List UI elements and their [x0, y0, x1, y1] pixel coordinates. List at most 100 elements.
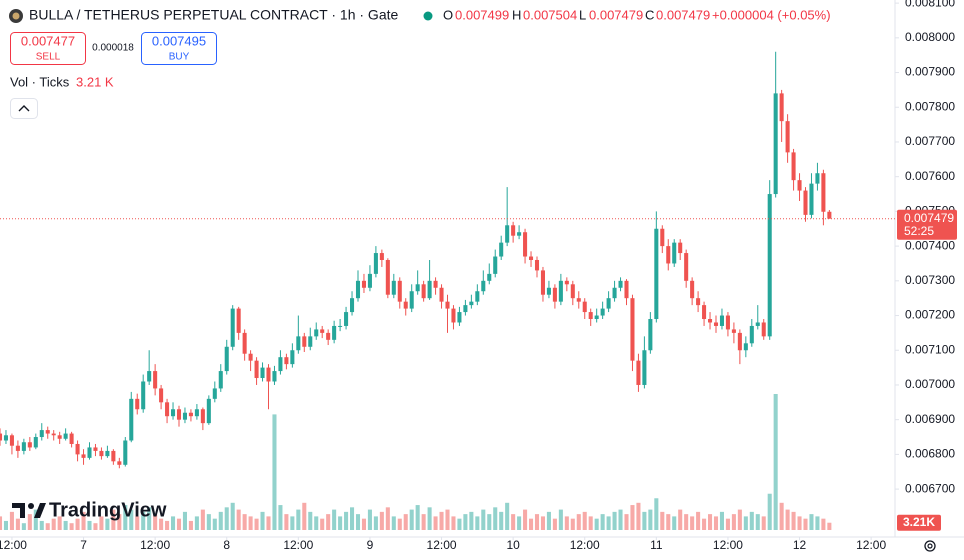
buy-label: BUY: [169, 52, 190, 63]
volume-bar: [511, 514, 516, 530]
candle-body: [99, 450, 104, 457]
y-tick-label: 0.007600: [905, 169, 955, 183]
volume-bar: [135, 516, 140, 530]
volume-bar: [278, 505, 283, 530]
volume-bar: [755, 514, 760, 530]
volume-bar: [696, 511, 701, 530]
volume-bar: [69, 523, 74, 530]
candle-body: [379, 253, 384, 260]
candle-body: [141, 381, 146, 410]
volume-bar: [678, 509, 683, 530]
buy-price: 0.007495: [152, 33, 206, 48]
volume-bar: [600, 514, 605, 530]
symbol-icon-inner: [12, 12, 20, 20]
y-tick-label: 0.007800: [905, 99, 955, 113]
y-tick-label: 0.007100: [905, 342, 955, 356]
candle-body: [266, 367, 271, 382]
volume-bar: [51, 518, 56, 530]
y-tick-label: 0.006900: [905, 412, 955, 426]
volume-bar: [391, 516, 396, 530]
candle-body: [57, 435, 62, 439]
candle-body: [737, 332, 742, 351]
volume-bar: [230, 502, 235, 530]
settings-icon[interactable]: [924, 540, 936, 552]
candle-body: [338, 325, 343, 327]
candle-body: [230, 308, 235, 347]
volume-bar: [737, 509, 742, 530]
candle-body: [182, 412, 187, 420]
volume-bar: [636, 502, 641, 530]
legend-high: 0.007504: [523, 7, 577, 22]
volume-label: 3.21K: [903, 515, 935, 529]
candle-body: [272, 371, 277, 382]
collapse-icon: [18, 105, 30, 112]
candle-body: [206, 398, 211, 424]
candle-body: [93, 447, 98, 451]
y-tick-label: 0.008100: [905, 0, 955, 9]
candle-body: [570, 284, 575, 299]
candle-body: [696, 298, 701, 306]
volume-bar: [708, 514, 713, 530]
x-tick-label: 11: [650, 538, 663, 552]
volume-bar: [361, 518, 366, 530]
sell-button[interactable]: [10, 32, 86, 65]
volume-bar: [582, 511, 587, 530]
candle-body: [326, 332, 331, 340]
volume-bar: [260, 511, 265, 530]
volume-bar: [129, 509, 134, 530]
volume-bar: [618, 509, 623, 530]
volume-bar: [206, 514, 211, 530]
volume-bar: [415, 505, 420, 530]
volume-bar: [773, 394, 778, 530]
volume-bar: [552, 518, 557, 530]
volume-bar: [290, 516, 295, 530]
collapse-button[interactable]: [10, 98, 38, 119]
volume-bar: [588, 516, 593, 530]
candle-body: [463, 305, 468, 313]
candle-body: [51, 433, 56, 436]
volume-legend-label: Vol · Ticks: [10, 74, 70, 89]
candle-body: [576, 298, 581, 302]
volume-bar: [93, 523, 98, 530]
candle-body: [749, 325, 754, 344]
candle-body: [302, 336, 307, 347]
candle-body: [33, 437, 38, 448]
y-tick-label: 0.006800: [905, 447, 955, 461]
y-tick-label: 0.007300: [905, 273, 955, 287]
volume-bar: [284, 514, 289, 530]
candle-body: [385, 259, 390, 295]
candle-body: [409, 291, 414, 309]
volume-bar: [749, 511, 754, 530]
buy-button[interactable]: [141, 32, 217, 65]
candle-body: [200, 409, 205, 424]
y-tick-label: 0.006700: [905, 481, 955, 495]
candle-body: [9, 435, 14, 446]
volume-bar: [534, 514, 540, 530]
plot-area: [0, 51, 832, 530]
volume-bar: [475, 516, 480, 530]
candle-body: [355, 280, 361, 299]
volume-bar: [350, 507, 355, 530]
candle-body: [511, 225, 516, 236]
candle-body: [117, 461, 122, 465]
volume-bar: [159, 518, 164, 530]
candle-body: [445, 301, 450, 309]
candle-body: [367, 273, 372, 288]
volume-bar: [451, 516, 456, 530]
volume-bar: [505, 502, 510, 530]
candle-body: [779, 93, 784, 122]
candle-body: [731, 329, 736, 333]
y-tick-label: 0.008000: [905, 30, 955, 44]
candle-body: [743, 343, 748, 351]
candle-body: [3, 435, 8, 441]
legend-high-label: H: [512, 7, 521, 22]
volume-bar: [0, 516, 3, 530]
candle-body: [63, 433, 68, 439]
candle-body: [493, 256, 498, 274]
candle-body: [391, 280, 396, 295]
volume-bar: [397, 518, 402, 530]
candle-body: [75, 443, 80, 455]
volume-bar: [385, 507, 390, 530]
y-tick-label: 0.007900: [905, 65, 955, 79]
